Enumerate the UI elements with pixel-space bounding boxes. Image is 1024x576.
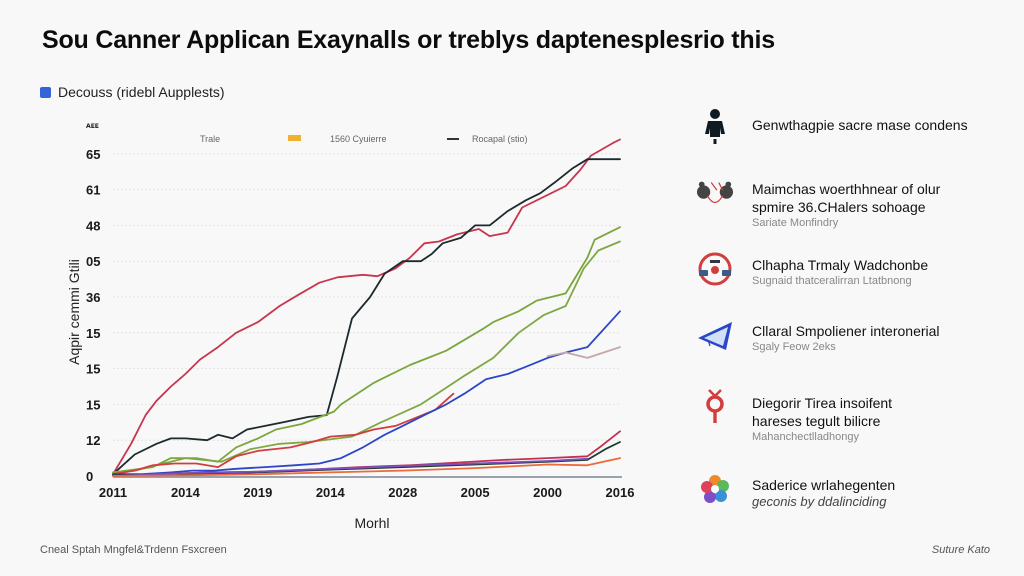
legend: Trale 1560 Cyuierre Rocapal (stio) xyxy=(200,134,528,144)
sidebar-item-3[interactable]: Cllaral Smpoliener interonerial Sgaly Fe… xyxy=(696,316,940,355)
legend-entry-2-label: Rocapal (stio) xyxy=(472,134,528,144)
two-figures-icon xyxy=(696,174,734,212)
series-line-2 xyxy=(112,226,621,474)
y-tick-label: 36 xyxy=(86,290,100,305)
y-tick-label: 12 xyxy=(86,433,100,448)
sidebar-item-2[interactable]: Clhapha Trmaly Wadchonbe Sugnaid thatcer… xyxy=(696,250,928,289)
series-line-6 xyxy=(546,346,621,359)
y-tick-label: 0 xyxy=(86,469,93,484)
x-tick-label: 2011 xyxy=(99,485,127,500)
venus-symbol-icon xyxy=(696,388,734,426)
x-axis-label: Morhl xyxy=(354,515,389,531)
series-line-1 xyxy=(112,158,621,476)
sidebar-item-4-heading-line-1: Diegorir Tirea insoifent xyxy=(752,395,893,411)
series-line-9 xyxy=(112,457,589,477)
sidebar-item-0[interactable]: Genwthagpie sacre mase condens xyxy=(696,108,968,146)
sidebar-item-0-heading: Genwthagpie sacre mase condens xyxy=(752,117,968,133)
series-line-5 xyxy=(112,310,621,476)
footer-left: Cneal Sptah Mngfel&Trdenn Fsxcreen xyxy=(40,544,227,556)
sidebar-item-2-sub: Sugnaid thatceralirran Ltatbnong xyxy=(752,275,912,287)
series-line-3 xyxy=(112,240,621,474)
sidebar-item-4-sub: Mahanchectlladhongy xyxy=(752,431,860,443)
y-tick-label: 15 xyxy=(86,362,100,377)
y-tick-label: 05 xyxy=(86,254,100,269)
x-tick-labels: 2011 2014 2019 2014 2028 2005 2000 2016 xyxy=(99,485,635,500)
color-flower-icon xyxy=(696,470,734,508)
x-tick-label: 2000 xyxy=(533,485,562,500)
sidebar-item-4-heading-line-2: hareses tegult bilicre xyxy=(752,413,881,429)
sidebar-item-1-heading-line-1: Maimchas woerthhnear of olur xyxy=(752,181,941,197)
sidebar-item-5[interactable]: Saderice wrlahegenten geconis by ddalinc… xyxy=(696,470,895,509)
x-tick-label: 2005 xyxy=(461,485,490,500)
y-corner-label: ᴀᴇᴇ xyxy=(86,121,99,130)
sidebar-item-1[interactable]: Maimchas woerthhnear of olur spmire 36.C… xyxy=(696,174,940,231)
sidebar-item-5-sub: geconis by ddalinciding xyxy=(752,494,887,509)
x-tick-label: 2019 xyxy=(243,485,272,500)
y-tick-label: 15 xyxy=(86,326,100,341)
sidebar-item-4[interactable]: Diegorir Tirea insoifent hareses tegult … xyxy=(696,388,892,445)
legend-entry-1-label: 1560 Cyuierre xyxy=(330,134,387,144)
person-icon xyxy=(696,108,734,146)
series-tag-swatch-icon xyxy=(40,86,51,98)
series-tag: Decouss (ridebl Aupplests) xyxy=(40,84,225,100)
sidebar-item-3-sub: Sgaly Feow 2eks xyxy=(752,341,836,353)
x-tick-label: 2014 xyxy=(171,485,201,500)
sidebar-item-2-heading: Clhapha Trmaly Wadchonbe xyxy=(752,257,929,273)
x-tick-label: 2016 xyxy=(606,485,635,500)
y-tick-label: 65 xyxy=(86,147,100,162)
series-lines xyxy=(112,138,621,477)
paper-plane-icon xyxy=(696,316,734,354)
y-tick-label: 61 xyxy=(86,183,100,198)
sidebar-item-1-heading-line-2: spmire 36.CHalers sohoage xyxy=(752,199,926,215)
sidebar-item-3-heading: Cllaral Smpoliener interonerial xyxy=(752,323,940,339)
series-line-10 xyxy=(112,457,621,477)
y-tick-labels: 0 12 15 15 15 36 05 48 61 65 xyxy=(86,147,100,484)
page-title: Sou Canner Applican Exaynalls or treblys… xyxy=(42,26,775,54)
y-tick-label: 15 xyxy=(86,397,100,412)
x-tick-label: 2028 xyxy=(388,485,417,500)
legend-entry-0-label: Trale xyxy=(200,134,220,144)
red-ring-icon xyxy=(696,250,734,288)
legend-entry-1-swatch xyxy=(288,135,301,141)
y-tick-label: 48 xyxy=(86,218,100,233)
series-line-4 xyxy=(112,392,455,476)
y-axis-label: Aqpir cemmi Gtili xyxy=(66,259,82,365)
sidebar-item-5-heading: Saderice wrlahegenten xyxy=(752,477,896,493)
x-tick-label: 2014 xyxy=(316,485,346,500)
series-tag-label: Decouss (ridebl Aupplests) xyxy=(58,84,225,100)
series-line-0 xyxy=(112,138,621,476)
sidebar-item-1-sub: Sariate Monfindry xyxy=(752,217,839,229)
footer-right: Suture Kato xyxy=(931,544,990,556)
